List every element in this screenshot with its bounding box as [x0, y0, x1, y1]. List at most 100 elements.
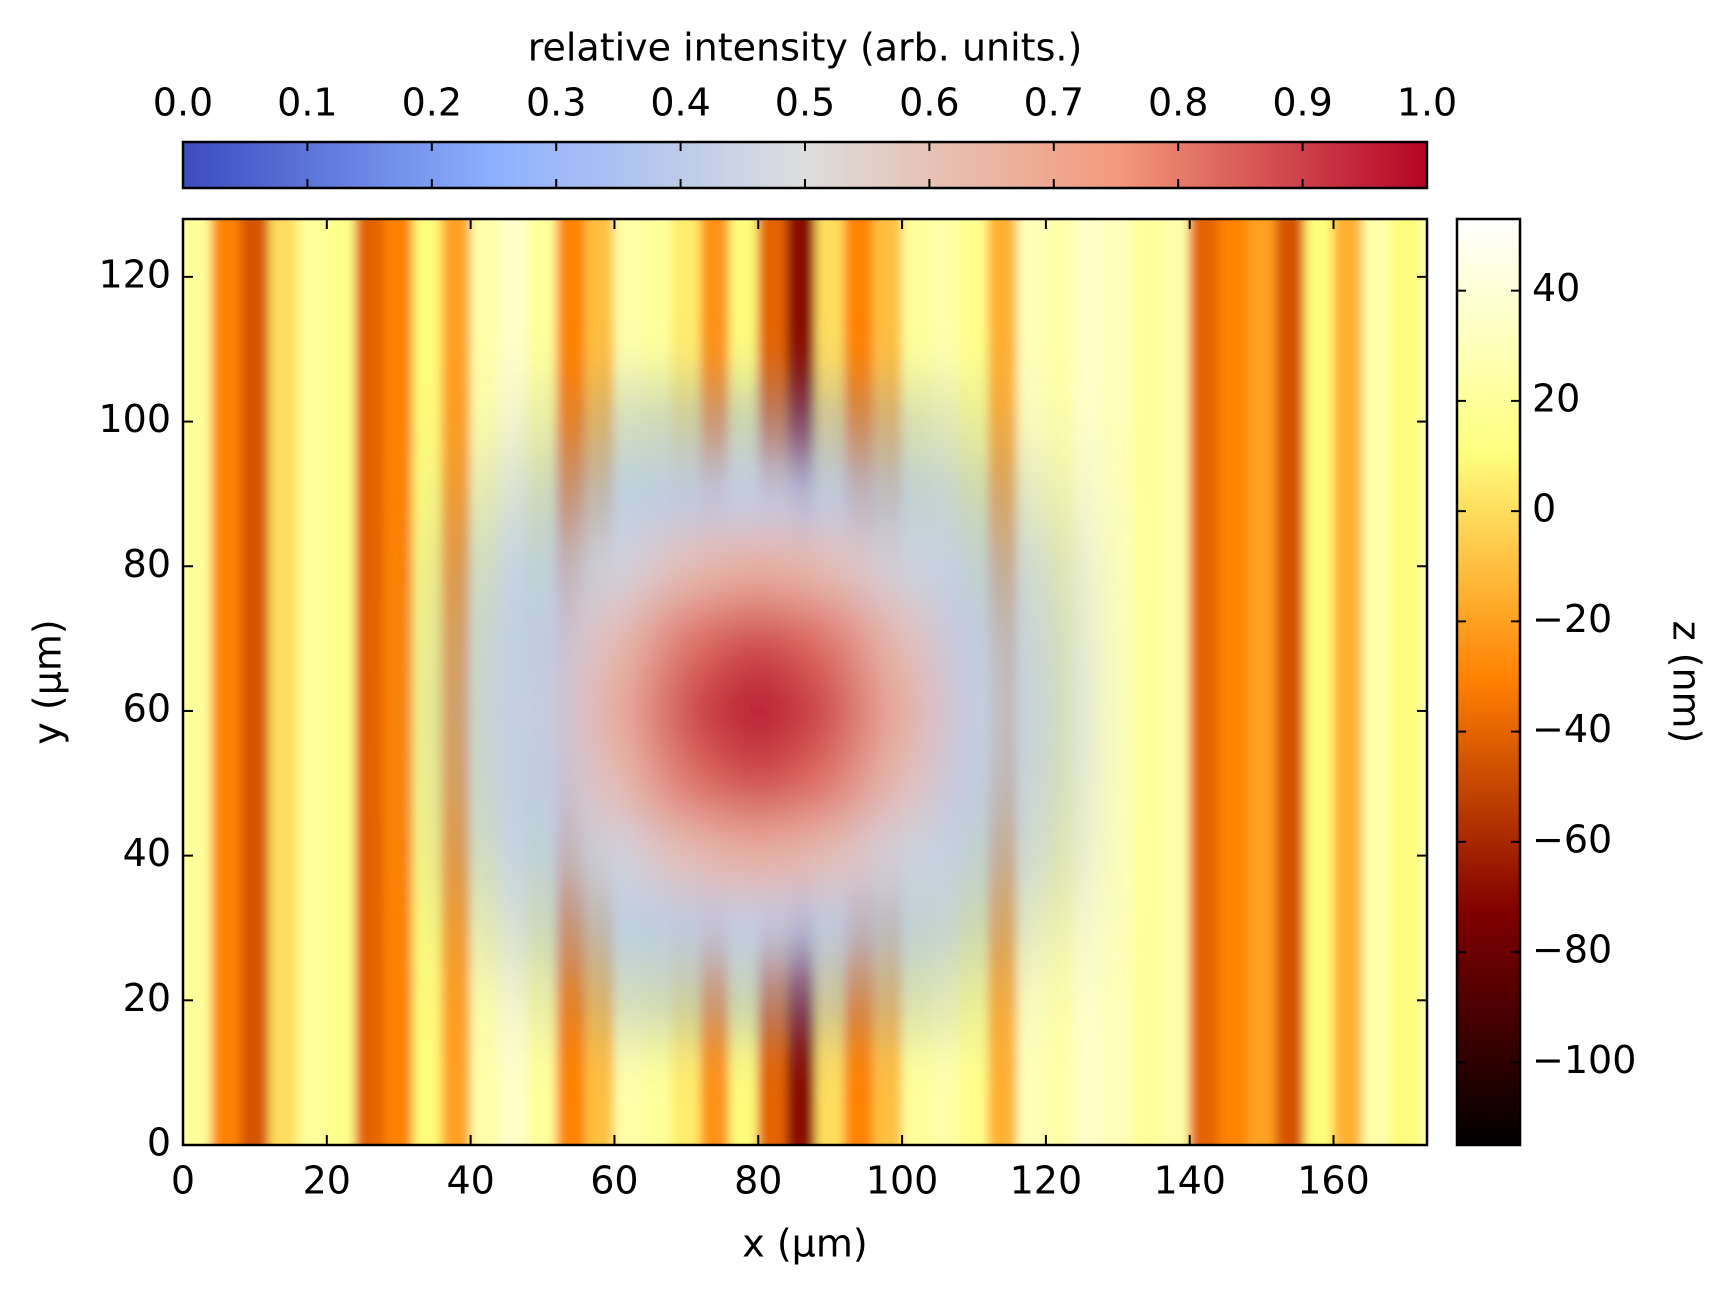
intensity-cell — [722, 891, 795, 965]
heatmap-cell — [1361, 219, 1392, 1145]
heatmap-cell — [1304, 219, 1335, 1145]
intensity-cell — [506, 964, 579, 1037]
y-tick-label: 40 — [123, 831, 171, 875]
intensity-cell — [434, 674, 507, 748]
intensity-cell — [794, 530, 867, 603]
intensity-cell — [506, 747, 579, 820]
intensity-cell — [506, 385, 579, 458]
intensity-cell — [794, 819, 867, 892]
intensity-cell — [722, 602, 795, 675]
intensity-cell — [938, 385, 1010, 458]
intensity-cell — [578, 530, 651, 603]
colorbar-tick-label: 20 — [1532, 376, 1580, 420]
intensity-cell — [866, 457, 939, 531]
intensity-cell — [434, 530, 507, 603]
colorbar-title: relative intensity (arb. units.) — [528, 26, 1083, 70]
heatmap-cell — [1160, 219, 1191, 1145]
intensity-cell — [1010, 964, 1082, 1036]
colorbar-tick-label: 0.2 — [402, 81, 462, 125]
heatmap-cell — [211, 219, 242, 1145]
intensity-cell — [578, 747, 651, 820]
intensity-cell — [794, 385, 867, 458]
intensity-cell — [434, 747, 507, 820]
heatmap-cell — [268, 219, 299, 1145]
heatmap-cell — [1333, 219, 1363, 1145]
intensity-cell — [866, 964, 939, 1037]
intensity-cell — [794, 891, 867, 965]
intensity-cell — [722, 964, 795, 1037]
intensity-cell — [1009, 891, 1082, 965]
intensity-cell — [578, 602, 651, 675]
intensity-cell — [794, 964, 867, 1037]
x-tick-label: 20 — [303, 1159, 351, 1203]
heatmap-cell — [1189, 219, 1219, 1145]
intensity-cell — [650, 674, 723, 748]
intensity-cell — [1009, 747, 1082, 820]
heatmap-cell — [355, 219, 385, 1145]
intensity-cell — [866, 530, 939, 603]
heatmap-cell — [240, 219, 270, 1145]
colorbar-tick-label: 40 — [1532, 266, 1580, 310]
intensity-cell — [650, 891, 723, 965]
y-tick-label: 0 — [147, 1121, 171, 1165]
intensity-cell — [866, 747, 939, 820]
intensity-cell — [938, 602, 1010, 675]
intensity-cell — [435, 964, 507, 1036]
heatmap-cell — [383, 219, 414, 1145]
colorbar-tick-label: 0.9 — [1272, 81, 1332, 125]
intensity-cell — [434, 457, 507, 531]
intensity-cell — [866, 674, 939, 748]
intensity-cell — [794, 457, 867, 531]
x-tick-label: 160 — [1297, 1159, 1370, 1203]
heatmap-cell — [1275, 219, 1306, 1145]
x-tick-label: 120 — [1010, 1159, 1083, 1203]
intensity-cell — [578, 964, 651, 1037]
colorbar-label: z (nm) — [1665, 621, 1709, 744]
intensity-cell — [866, 891, 939, 965]
intensity-cell — [650, 530, 723, 603]
intensity-cell — [650, 457, 723, 531]
intensity-cell — [434, 819, 507, 892]
x-tick-label: 100 — [866, 1159, 939, 1203]
intensity-cell — [650, 819, 723, 892]
y-tick-label: 20 — [123, 976, 171, 1020]
heatmap-cell — [1390, 219, 1421, 1145]
colorbar-tick-label: −60 — [1532, 817, 1612, 861]
intensity-cell — [578, 674, 651, 748]
intensity-cell — [506, 457, 579, 531]
colorbar-tick-label: 0.6 — [899, 81, 959, 125]
intensity-cell — [794, 674, 867, 748]
intensity-cell — [506, 674, 579, 748]
intensity-cell — [506, 819, 579, 892]
y-tick-label: 120 — [98, 252, 171, 296]
intensity-cell — [938, 457, 1010, 531]
y-axis-label: y (µm) — [26, 619, 70, 744]
intensity-cell — [866, 819, 939, 892]
y-tick-label: 60 — [123, 686, 171, 730]
colorbar-tick-label: 0.4 — [650, 81, 710, 125]
colorbar-tick-label: 0.7 — [1024, 81, 1084, 125]
colorbar-tick-label: 0 — [1532, 487, 1556, 531]
colorbar-tick-label: −80 — [1532, 928, 1612, 972]
intensity-cell — [866, 385, 939, 458]
colorbar-tick-label: 1.0 — [1397, 81, 1457, 125]
intensity-cell — [794, 747, 867, 820]
colorbar-tick-label: −40 — [1532, 707, 1612, 751]
intensity-cell — [938, 674, 1010, 748]
intensity-cell — [1010, 385, 1082, 457]
intensity-cell — [794, 602, 867, 675]
heatmap-cell — [1217, 219, 1248, 1145]
intensity-cell — [578, 891, 651, 965]
intensity-cell — [578, 457, 651, 531]
intensity-cell — [1009, 457, 1082, 531]
intensity-cell — [938, 819, 1010, 892]
heatmap-cell — [1102, 219, 1133, 1145]
intensity-cell — [722, 819, 795, 892]
y-tick-label: 100 — [98, 397, 171, 441]
colorbar-tick-label: −100 — [1532, 1038, 1636, 1082]
intensity-cell — [938, 747, 1010, 820]
colorbar-tick-label: 0.5 — [775, 81, 835, 125]
heatmap-cell — [297, 219, 328, 1145]
intensity-cell — [578, 819, 651, 892]
